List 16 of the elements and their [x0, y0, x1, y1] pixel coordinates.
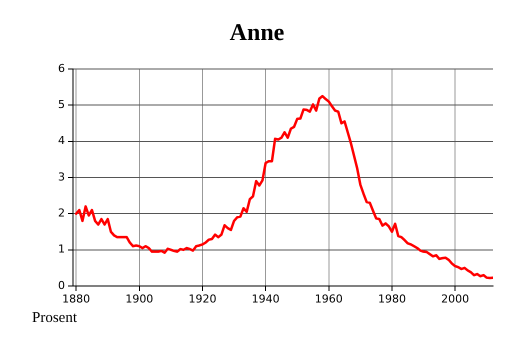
text: Prosent [32, 310, 78, 326]
x-tick-label: 1960 [314, 292, 343, 306]
chart-title: Anne [230, 20, 285, 46]
x-tick-label: 1900 [125, 292, 154, 306]
x-tick-label: 1940 [252, 292, 280, 306]
x-tick-label: 1920 [188, 292, 216, 306]
y-tick-label: 2 [58, 206, 65, 220]
y-tick-label: 0 [58, 278, 65, 292]
x-tick-label: 1980 [378, 292, 406, 306]
x-tick-label: 2000 [441, 292, 470, 306]
x-tick-label: 1880 [62, 292, 90, 306]
y-tick-label: 3 [58, 170, 65, 184]
y-tick-label: 6 [58, 62, 65, 75]
y-tick-label: 4 [58, 134, 65, 148]
y-tick-label: 1 [58, 242, 65, 256]
y-tick-label: 5 [58, 98, 65, 112]
